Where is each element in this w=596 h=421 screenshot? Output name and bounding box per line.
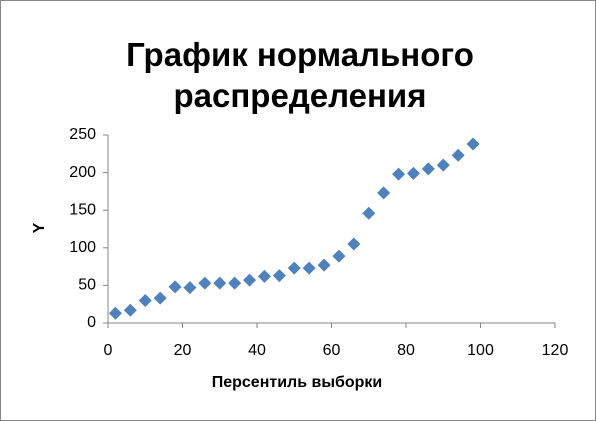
x-axis-label: Персентиль выборки — [212, 374, 383, 391]
x-tick-label: 20 — [174, 342, 192, 359]
data-point — [153, 291, 167, 305]
data-point — [123, 303, 137, 317]
data-point — [451, 148, 465, 162]
data-point — [243, 273, 257, 287]
data-point — [406, 166, 420, 180]
y-tick-label: 0 — [87, 314, 96, 331]
y-axis-label: Y — [31, 222, 48, 233]
data-point — [228, 276, 242, 290]
y-tick-label: 50 — [78, 277, 96, 294]
y-tick-label: 200 — [69, 164, 96, 181]
x-tick-label: 120 — [542, 342, 569, 359]
data-point — [257, 269, 271, 283]
data-point — [287, 261, 301, 275]
data-point — [436, 158, 450, 172]
data-point — [377, 186, 391, 200]
data-point — [213, 276, 227, 290]
x-tick-label: 40 — [248, 342, 266, 359]
x-tick-label: 80 — [397, 342, 415, 359]
data-point — [332, 249, 346, 263]
y-tick-label: 250 — [69, 126, 96, 143]
chart-title: График нормального распределения — [126, 36, 474, 114]
data-point — [421, 162, 435, 176]
x-tick-label: 0 — [104, 342, 113, 359]
data-point — [347, 237, 361, 251]
data-point — [272, 269, 286, 283]
data-point — [168, 280, 182, 294]
data-point — [138, 293, 152, 307]
data-point — [302, 261, 316, 275]
data-point — [317, 258, 331, 272]
y-tick-label: 100 — [69, 239, 96, 256]
data-point — [466, 137, 480, 151]
data-point — [362, 206, 376, 220]
data-point — [198, 276, 212, 290]
y-tick-label: 150 — [69, 201, 96, 218]
x-tick-label: 60 — [323, 342, 341, 359]
data-point — [108, 306, 122, 320]
data-point — [183, 281, 197, 295]
data-point — [392, 167, 406, 181]
x-tick-label: 100 — [467, 342, 494, 359]
